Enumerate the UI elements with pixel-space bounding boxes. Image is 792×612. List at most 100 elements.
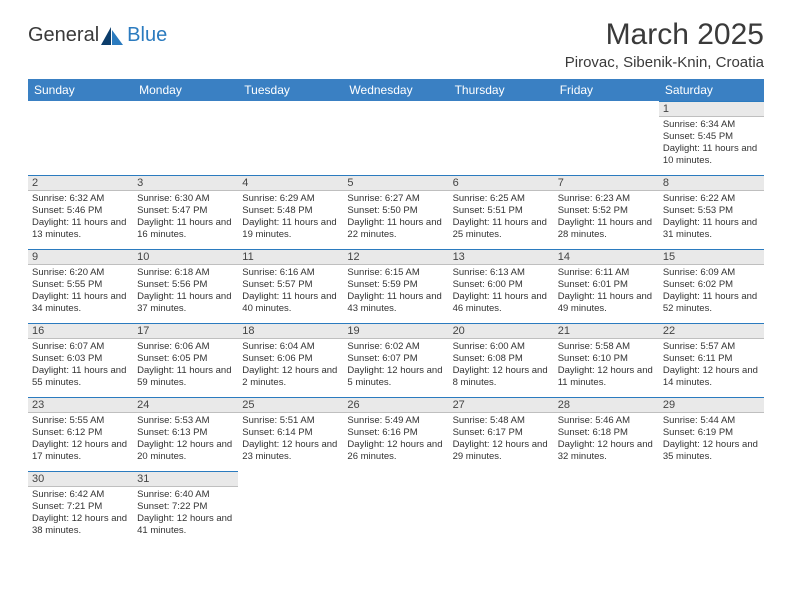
sunset-line: Sunset: 7:22 PM (137, 501, 234, 513)
day-number: 29 (659, 397, 764, 413)
sunset-line: Sunset: 5:46 PM (32, 205, 129, 217)
sunset-line: Sunset: 6:05 PM (137, 353, 234, 365)
sunset-line: Sunset: 6:18 PM (558, 427, 655, 439)
sunset-line: Sunset: 5:45 PM (663, 131, 760, 143)
calendar-row: 2Sunrise: 6:32 AMSunset: 5:46 PMDaylight… (28, 175, 764, 249)
sunrise-line: Sunrise: 6:00 AM (453, 341, 550, 353)
day-number: 15 (659, 249, 764, 265)
calendar-cell (449, 471, 554, 545)
sunset-line: Sunset: 5:53 PM (663, 205, 760, 217)
calendar-cell (343, 471, 448, 545)
day-number: 21 (554, 323, 659, 339)
sunset-line: Sunset: 6:16 PM (347, 427, 444, 439)
daylight-line: Daylight: 11 hours and 28 minutes. (558, 217, 655, 241)
daylight-line: Daylight: 11 hours and 59 minutes. (137, 365, 234, 389)
calendar-row: 16Sunrise: 6:07 AMSunset: 6:03 PMDayligh… (28, 323, 764, 397)
weekday-header: Thursday (449, 79, 554, 101)
calendar-cell: 22Sunrise: 5:57 AMSunset: 6:11 PMDayligh… (659, 323, 764, 397)
calendar-cell (28, 101, 133, 175)
sunrise-line: Sunrise: 6:02 AM (347, 341, 444, 353)
daylight-line: Daylight: 12 hours and 35 minutes. (663, 439, 760, 463)
sunset-line: Sunset: 5:47 PM (137, 205, 234, 217)
calendar-cell (554, 471, 659, 545)
daylight-line: Daylight: 12 hours and 11 minutes. (558, 365, 655, 389)
sunrise-line: Sunrise: 6:34 AM (663, 119, 760, 131)
day-number: 9 (28, 249, 133, 265)
daylight-line: Daylight: 11 hours and 37 minutes. (137, 291, 234, 315)
day-number: 26 (343, 397, 448, 413)
day-number: 27 (449, 397, 554, 413)
sunset-line: Sunset: 6:13 PM (137, 427, 234, 439)
sunset-line: Sunset: 6:12 PM (32, 427, 129, 439)
daylight-line: Daylight: 11 hours and 25 minutes. (453, 217, 550, 241)
daylight-line: Daylight: 12 hours and 23 minutes. (242, 439, 339, 463)
sunset-line: Sunset: 6:14 PM (242, 427, 339, 439)
sunset-line: Sunset: 6:10 PM (558, 353, 655, 365)
day-number: 25 (238, 397, 343, 413)
daylight-line: Daylight: 11 hours and 34 minutes. (32, 291, 129, 315)
sunrise-line: Sunrise: 6:27 AM (347, 193, 444, 205)
calendar-row: 1Sunrise: 6:34 AMSunset: 5:45 PMDaylight… (28, 101, 764, 175)
day-number: 17 (133, 323, 238, 339)
sunset-line: Sunset: 6:17 PM (453, 427, 550, 439)
daylight-line: Daylight: 12 hours and 41 minutes. (137, 513, 234, 537)
weekday-header: Tuesday (238, 79, 343, 101)
logo-text-blue: Blue (127, 24, 167, 47)
sunrise-line: Sunrise: 6:22 AM (663, 193, 760, 205)
daylight-line: Daylight: 11 hours and 43 minutes. (347, 291, 444, 315)
sunset-line: Sunset: 6:03 PM (32, 353, 129, 365)
calendar-row: 9Sunrise: 6:20 AMSunset: 5:55 PMDaylight… (28, 249, 764, 323)
sunrise-line: Sunrise: 6:25 AM (453, 193, 550, 205)
sunrise-line: Sunrise: 6:06 AM (137, 341, 234, 353)
daylight-line: Daylight: 12 hours and 38 minutes. (32, 513, 129, 537)
calendar-cell: 19Sunrise: 6:02 AMSunset: 6:07 PMDayligh… (343, 323, 448, 397)
sunrise-line: Sunrise: 6:23 AM (558, 193, 655, 205)
sunrise-line: Sunrise: 6:04 AM (242, 341, 339, 353)
sunset-line: Sunset: 5:51 PM (453, 205, 550, 217)
month-title: March 2025 (565, 18, 764, 52)
calendar-cell: 6 Sunrise: 6:25 AMSunset: 5:51 PMDaylight… (449, 175, 554, 249)
sunrise-line: Sunrise: 6:42 AM (32, 489, 129, 501)
calendar-cell: 8Sunrise: 6:22 AMSunset: 5:53 PMDaylight… (659, 175, 764, 249)
daylight-line: Daylight: 12 hours and 5 minutes. (347, 365, 444, 389)
daylight-line: Daylight: 11 hours and 31 minutes. (663, 217, 760, 241)
calendar-cell (554, 101, 659, 175)
day-number: 23 (28, 397, 133, 413)
sunrise-line: Sunrise: 6:13 AM (453, 267, 550, 279)
sunset-line: Sunset: 6:07 PM (347, 353, 444, 365)
sunrise-line: Sunrise: 6:07 AM (32, 341, 129, 353)
daylight-line: Daylight: 11 hours and 55 minutes. (32, 365, 129, 389)
calendar-cell: 23Sunrise: 5:55 AMSunset: 6:12 PMDayligh… (28, 397, 133, 471)
day-number: 6 (449, 175, 554, 191)
sunset-line: Sunset: 6:00 PM (453, 279, 550, 291)
logo-text-general: General (28, 24, 99, 47)
calendar-cell: 21 Sunrise: 5:58 AMSunset: 6:10 PMDayligh… (554, 323, 659, 397)
calendar-cell (449, 101, 554, 175)
header: General Blue March 2025 Pirovac, Sibenik… (28, 18, 764, 71)
day-number: 22 (659, 323, 764, 339)
sunrise-line: Sunrise: 5:49 AM (347, 415, 444, 427)
daylight-line: Daylight: 11 hours and 10 minutes. (663, 143, 760, 167)
weekday-header: Wednesday (343, 79, 448, 101)
day-number: 18 (238, 323, 343, 339)
calendar-cell: 20Sunrise: 6:00 AMSunset: 6:08 PMDayligh… (449, 323, 554, 397)
sunrise-line: Sunrise: 5:58 AM (558, 341, 655, 353)
sunset-line: Sunset: 5:52 PM (558, 205, 655, 217)
daylight-line: Daylight: 12 hours and 14 minutes. (663, 365, 760, 389)
daylight-line: Daylight: 11 hours and 22 minutes. (347, 217, 444, 241)
calendar-cell: 1Sunrise: 6:34 AMSunset: 5:45 PMDaylight… (659, 101, 764, 175)
calendar-table: SundayMondayTuesdayWednesdayThursdayFrid… (28, 79, 764, 545)
daylight-line: Daylight: 12 hours and 2 minutes. (242, 365, 339, 389)
day-number: 7 (554, 175, 659, 191)
day-number: 13 (449, 249, 554, 265)
sunrise-line: Sunrise: 6:15 AM (347, 267, 444, 279)
calendar-cell: 24Sunrise: 5:53 AMSunset: 6:13 PMDayligh… (133, 397, 238, 471)
sunset-line: Sunset: 6:19 PM (663, 427, 760, 439)
calendar-cell: 15Sunrise: 6:09 AMSunset: 6:02 PMDayligh… (659, 249, 764, 323)
sunrise-line: Sunrise: 5:53 AM (137, 415, 234, 427)
sunrise-line: Sunrise: 6:30 AM (137, 193, 234, 205)
daylight-line: Daylight: 12 hours and 8 minutes. (453, 365, 550, 389)
calendar-head: SundayMondayTuesdayWednesdayThursdayFrid… (28, 79, 764, 101)
daylight-line: Daylight: 11 hours and 46 minutes. (453, 291, 550, 315)
day-number: 31 (133, 471, 238, 487)
